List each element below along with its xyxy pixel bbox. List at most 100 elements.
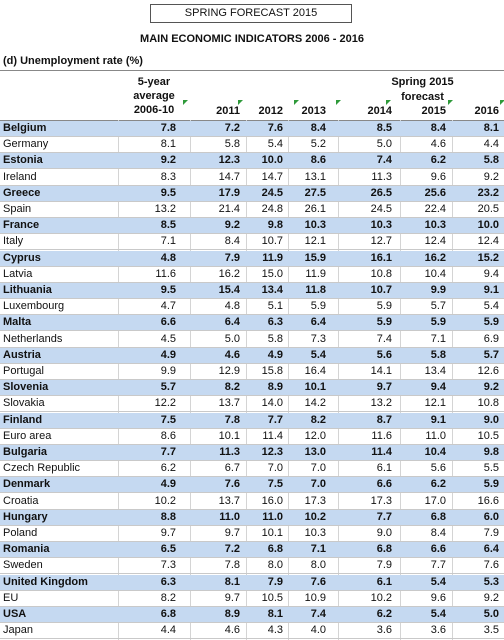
cell-value: 17.3	[304, 494, 326, 507]
cell-value: 9.6	[430, 170, 446, 183]
cell-value: 3.6	[430, 624, 446, 637]
cell-value: 5.0	[483, 608, 499, 620]
cell-value: 24.5	[370, 203, 392, 215]
cell-value: 6.4	[224, 316, 240, 329]
cell-value: 5.4	[483, 300, 499, 313]
cell-value: 10.0	[477, 219, 499, 232]
cell-value: 7.4	[376, 332, 392, 345]
header-marker	[183, 100, 188, 105]
cell-value: 6.1	[376, 575, 392, 588]
row-label: Luxembourg	[3, 300, 65, 313]
cell-value: 6.7	[224, 462, 240, 475]
cell-value: 24.8	[261, 203, 283, 215]
cell-value: 13.2	[154, 203, 176, 215]
cell-value: 8.4	[224, 235, 240, 248]
subtitle: MAIN ECONOMIC INDICATORS 2006 - 2016	[140, 33, 364, 45]
column-divider	[400, 120, 401, 640]
cell-value: 11.9	[305, 267, 326, 280]
row-label: Denmark	[3, 478, 51, 491]
table-row: Cyprus 4.8 7.9 11.9 15.9 16.1 16.2 15.2	[0, 250, 504, 267]
table-row: Austria 4.9 4.6 4.9 5.4 5.6 5.8 5.7	[0, 347, 504, 364]
cell-value: 5.9	[483, 316, 499, 329]
cell-value: 10.4	[424, 446, 446, 458]
cell-value: 7.3	[310, 332, 326, 345]
row-label: Slovenia	[3, 381, 49, 394]
cell-value: 10.2	[154, 494, 176, 507]
cell-value: 4.8	[224, 300, 240, 313]
cell-value: 16.0	[261, 494, 283, 507]
column-header: 2016	[474, 105, 499, 117]
cell-value: 25.6	[424, 186, 446, 199]
cell-value: 9.4	[430, 381, 446, 394]
cell-value: 5.0	[376, 138, 392, 151]
cell-value: 11.9	[262, 251, 283, 264]
cell-value: 14.0	[261, 397, 283, 410]
cell-value: 7.0	[267, 462, 283, 475]
cell-value: 11.3	[371, 170, 392, 183]
cell-value: 12.3	[218, 154, 240, 167]
table-row: Estonia 9.2 12.3 10.0 8.6 7.4 6.2 5.8	[0, 153, 504, 170]
cell-value: 11.0	[219, 510, 240, 523]
cell-value: 26.5	[370, 186, 392, 199]
cell-value: 7.6	[224, 478, 240, 491]
column-header: Spring 2015	[391, 76, 454, 88]
cell-value: 9.8	[483, 446, 499, 458]
cell-value: 21.4	[218, 203, 240, 215]
title: SPRING FORECAST 2015	[150, 4, 352, 23]
table-row: United Kingdom 6.3 8.1 7.9 7.6 6.1 5.4 5.3	[0, 574, 504, 591]
cell-value: 9.9	[160, 365, 176, 377]
table-row: Latvia 11.6 16.2 15.0 11.9 10.8 10.4 9.4	[0, 267, 504, 283]
cell-value: 9.1	[483, 284, 499, 296]
table-row: Sweden 7.3 7.8 8.0 8.0 7.9 7.7 7.6	[0, 558, 504, 575]
row-label: Malta	[3, 316, 32, 329]
table-row: Germany 8.1 5.8 5.4 5.2 5.0 4.6 4.4	[0, 137, 504, 154]
cell-value: 8.0	[267, 559, 283, 572]
header-marker	[294, 100, 299, 105]
cell-value: 11.4	[262, 429, 283, 442]
row-label: Czech Republic	[3, 462, 81, 475]
cell-value: 7.5	[267, 478, 283, 491]
cell-value: 7.6	[310, 575, 326, 588]
column-header: average	[133, 90, 175, 102]
row-label: Bulgaria	[3, 446, 48, 458]
cell-value: 17.9	[218, 186, 240, 199]
table-row: Japan 4.4 4.6 4.3 4.0 3.6 3.6 3.5	[0, 623, 504, 640]
cell-value: 10.9	[304, 591, 326, 604]
cell-value: 5.9	[310, 300, 326, 313]
cell-value: 7.2	[224, 122, 240, 134]
cell-value: 7.9	[483, 527, 499, 539]
cell-value: 14.7	[218, 170, 240, 183]
cell-value: 5.4	[267, 138, 283, 151]
cell-value: 10.7	[370, 284, 392, 296]
cell-value: 10.8	[370, 267, 392, 280]
cell-value: 15.0	[261, 267, 283, 280]
cell-value: 6.3	[267, 316, 283, 329]
row-label: Germany	[3, 138, 49, 151]
cell-value: 10.3	[304, 527, 326, 539]
cell-value: 15.9	[304, 251, 326, 264]
column-divider	[246, 120, 247, 640]
cell-value: 9.5	[160, 186, 176, 199]
row-label: Belgium	[3, 122, 47, 134]
cell-value: 8.1	[224, 575, 240, 588]
cell-value: 7.6	[483, 559, 499, 572]
row-label: Spain	[3, 203, 32, 215]
cell-value: 6.3	[160, 575, 176, 588]
cell-value: 5.8	[483, 154, 499, 167]
cell-value: 8.6	[310, 154, 326, 167]
cell-value: 7.6	[267, 122, 283, 134]
cell-value: 22.4	[424, 203, 446, 215]
row-label: Japan	[3, 624, 33, 637]
column-header: 2011	[216, 105, 240, 117]
cell-value: 6.2	[160, 462, 176, 475]
cell-value: 5.4	[430, 608, 446, 620]
cell-value: 8.5	[376, 122, 392, 134]
cell-value: 6.2	[430, 154, 446, 167]
cell-value: 10.2	[370, 591, 392, 604]
cell-value: 5.2	[310, 138, 326, 151]
cell-value: 15.2	[477, 251, 499, 264]
row-label: Finland	[3, 413, 43, 426]
row-label: Austria	[3, 348, 41, 361]
cell-value: 3.6	[376, 624, 392, 637]
cell-value: 5.7	[160, 381, 176, 394]
